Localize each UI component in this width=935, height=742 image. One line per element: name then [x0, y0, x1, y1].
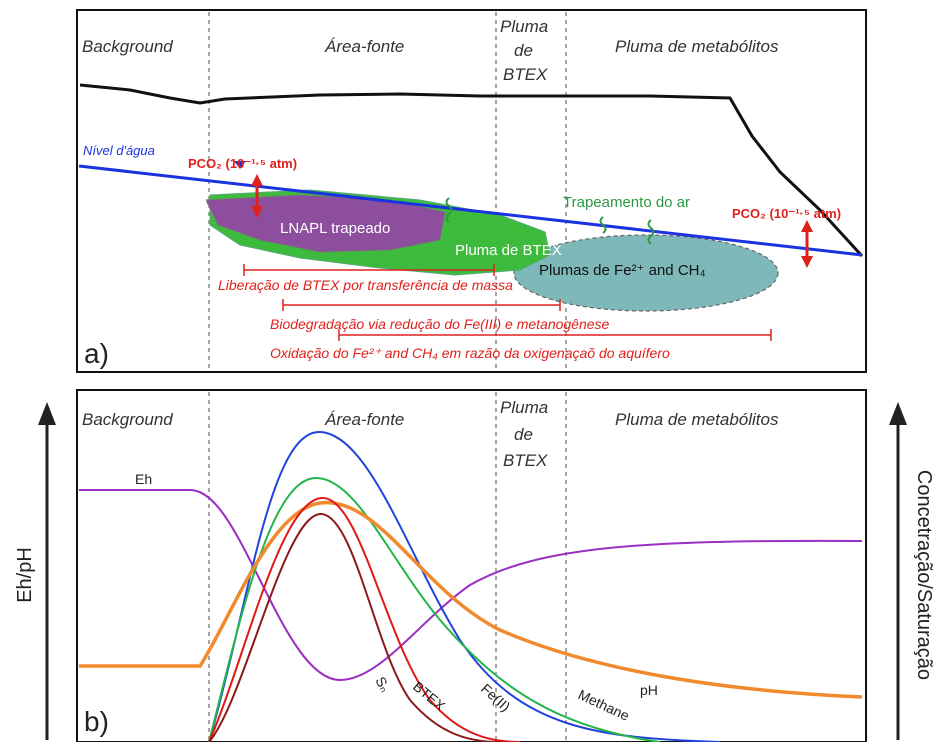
sn-label: Sₙ — [372, 674, 393, 695]
panel-a: Background Área-fonte Pluma de BTEX Plum… — [76, 9, 867, 373]
air-trap-label: Trapeamento do ar — [563, 194, 690, 211]
zone-b-btex: BTEX — [503, 451, 548, 470]
ph-curve — [79, 501, 863, 699]
eh-curve — [79, 489, 863, 682]
zone-de: de — [514, 41, 533, 60]
water-table-line — [78, 164, 863, 257]
left-axis-label: Eh/pH — [14, 547, 36, 603]
zone-area-fonte: Área-fonte — [324, 37, 404, 56]
fe-ii-curve — [208, 430, 721, 742]
right-axis-arrowhead-icon — [889, 402, 907, 425]
right-axis-label: Concetração/Saturação — [913, 470, 935, 680]
btex-plume-label: Pluma de BTEX — [455, 242, 562, 259]
zone-btex: BTEX — [503, 65, 548, 84]
lnapl-body — [205, 194, 446, 253]
left-axis-arrowhead-icon — [38, 402, 56, 425]
zone-b-area-fonte: Área-fonte — [324, 410, 404, 429]
air-bubble-icon-3 — [647, 219, 655, 245]
panel-a-label: a) — [84, 338, 109, 369]
zone-b-pluma: Pluma — [500, 398, 548, 417]
ground-surface — [79, 83, 864, 258]
sn-curve — [208, 512, 501, 742]
fe-plume-label: Plumas de Fe²⁺ and CH₄ — [539, 262, 706, 279]
panel-b-label: b) — [84, 706, 109, 737]
ph-label: pH — [640, 682, 658, 698]
process-3-label: Oxidação do Fe²⁺ and CH₄ em razão da oxi… — [270, 345, 670, 361]
water-table-marker — [234, 161, 246, 169]
zone-background: Background — [82, 37, 173, 56]
zone-b-background: Background — [82, 410, 173, 429]
air-bubble-icon-2 — [599, 216, 607, 234]
water-level-label: Nível d'água — [83, 143, 155, 158]
zone-b-pluma-metabolitos: Pluma de metabólitos — [615, 410, 779, 429]
pco2-right-label: PCO₂ (10⁻¹·⁵ atm) — [732, 206, 841, 221]
zone-pluma: Pluma — [500, 17, 548, 36]
eh-label: Eh — [135, 471, 152, 487]
fe-ch4-plume — [513, 234, 779, 312]
left-axis: Eh/pH — [14, 402, 56, 740]
process-1-label: Liberação de BTEX por transferência de m… — [218, 277, 513, 293]
air-bubble-icon-1 — [445, 197, 453, 223]
pco2-left-label: PCO₂ (10⁻¹·⁵ atm) — [188, 156, 297, 171]
right-axis: Concetração/Saturação — [889, 402, 935, 740]
panel-b: Background Área-fonte Pluma de BTEX Plum… — [76, 389, 867, 742]
btex-curve — [208, 496, 521, 742]
zone-b-de: de — [514, 425, 533, 444]
zone-pluma-metabolitos: Pluma de metabólitos — [615, 37, 779, 56]
lnapl-label: LNAPL trapeado — [280, 220, 390, 237]
process-2-label: Biodegradação via redução do Fe(III) e m… — [270, 316, 610, 332]
